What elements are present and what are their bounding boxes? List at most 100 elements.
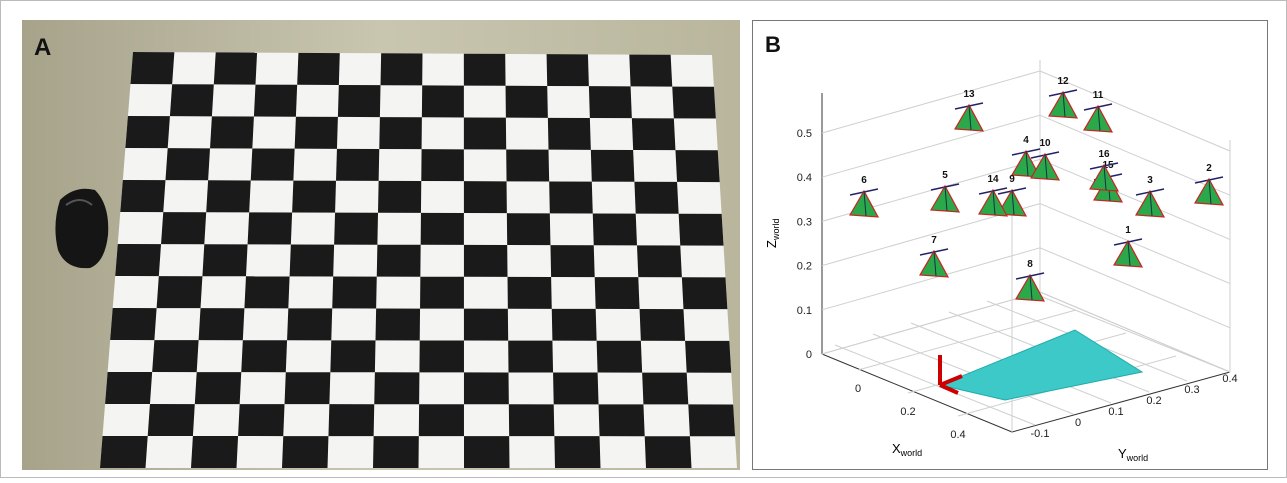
board-square	[282, 436, 328, 468]
panel-label: B	[765, 32, 781, 57]
board-square	[550, 245, 594, 277]
board-square	[170, 84, 214, 116]
board-square	[508, 341, 553, 373]
board-square	[642, 373, 688, 405]
y-tick-label: 0.3	[1184, 384, 1199, 396]
board-square	[148, 404, 195, 436]
board-square	[206, 180, 251, 212]
board-square	[248, 212, 293, 244]
board-square	[195, 372, 241, 404]
z-tick-label: 0.5	[797, 128, 812, 140]
y-tick-label: 0.4	[1222, 373, 1237, 385]
board-square	[420, 277, 464, 309]
camera-label: 10	[1039, 138, 1051, 149]
board-square	[238, 404, 284, 436]
board-square	[679, 214, 724, 246]
board-square	[675, 150, 719, 182]
board-square	[421, 149, 464, 181]
camera-label: 16	[1098, 149, 1110, 160]
board-square	[330, 340, 375, 372]
board-square	[640, 309, 686, 341]
board-square	[591, 150, 635, 182]
board-square	[241, 340, 287, 372]
board-square	[287, 308, 332, 340]
board-square	[152, 340, 198, 372]
camera-label: 9	[1009, 174, 1015, 185]
board-square	[254, 85, 297, 117]
board-square	[210, 116, 254, 148]
board-square	[589, 86, 632, 118]
board-square	[374, 372, 419, 404]
board-square	[125, 116, 170, 148]
z-tick-label: 0	[806, 349, 812, 361]
board-square	[157, 276, 203, 308]
board-square	[110, 308, 156, 340]
y-tick-label: -0.1	[1031, 428, 1050, 440]
board-square	[595, 277, 640, 309]
board-square	[105, 372, 152, 404]
board-square	[285, 372, 331, 404]
x-tick-label: 0	[855, 383, 861, 395]
camera-label: 8	[1027, 259, 1033, 270]
board-square	[334, 213, 378, 245]
axis-subscript: world	[900, 448, 923, 458]
board-square	[637, 245, 682, 277]
board-square	[421, 213, 464, 245]
board-square	[549, 181, 593, 213]
figure: A B 00.10.20.30.40.500.20.4-0.100.10.20.…	[0, 0, 1287, 478]
z-tick-label: 0.3	[797, 216, 812, 228]
axis-name: Z	[764, 240, 779, 248]
board-square	[645, 436, 692, 468]
board-square	[632, 118, 676, 150]
panel-b: B 00.10.20.30.40.500.20.4-0.100.10.20.30…	[753, 21, 1268, 470]
board-square	[244, 276, 289, 308]
board-square	[553, 372, 599, 404]
board-square	[376, 308, 421, 340]
board-square	[507, 213, 551, 245]
board-square	[165, 148, 210, 180]
board-square	[373, 436, 419, 468]
checkerboard	[100, 52, 737, 468]
board-square	[464, 372, 509, 404]
camera-label: 14	[987, 174, 999, 185]
camera-label: 12	[1057, 76, 1069, 87]
board-square	[629, 55, 672, 87]
camera-label: 13	[963, 89, 975, 100]
board-square	[199, 308, 245, 340]
z-tick-label: 0.2	[797, 261, 812, 273]
board-square	[593, 213, 637, 245]
camera-label: 11	[1093, 90, 1104, 101]
board-square	[290, 244, 335, 276]
board-square	[332, 276, 377, 308]
x-tick-label: 0.4	[950, 429, 965, 441]
board-square	[419, 404, 464, 436]
board-square	[464, 117, 506, 149]
axis-name: Y	[1118, 446, 1127, 461]
y-tick-label: 0.1	[1108, 406, 1123, 418]
board-square	[379, 117, 422, 149]
board-square	[682, 277, 728, 309]
board-square	[214, 52, 257, 84]
camera-label: 4	[1023, 135, 1029, 146]
camera-label: 1	[1125, 225, 1131, 236]
board-square	[464, 436, 510, 468]
board-square	[292, 181, 336, 213]
board-square	[377, 245, 421, 277]
board-square	[554, 436, 600, 468]
panel-a: A	[22, 20, 740, 470]
axis-name: X	[892, 441, 901, 456]
camera-label: 6	[861, 175, 867, 186]
board-square	[597, 341, 643, 373]
board-square	[464, 181, 507, 213]
board-square	[548, 118, 591, 150]
board-square	[191, 436, 238, 468]
board-square	[634, 182, 678, 214]
board-square	[685, 341, 731, 373]
board-square	[508, 277, 552, 309]
board-square	[464, 245, 508, 277]
board-square	[100, 436, 148, 468]
z-tick-label: 0.1	[797, 305, 812, 317]
board-square	[422, 85, 464, 117]
board-square	[336, 149, 379, 181]
board-square	[251, 148, 295, 180]
